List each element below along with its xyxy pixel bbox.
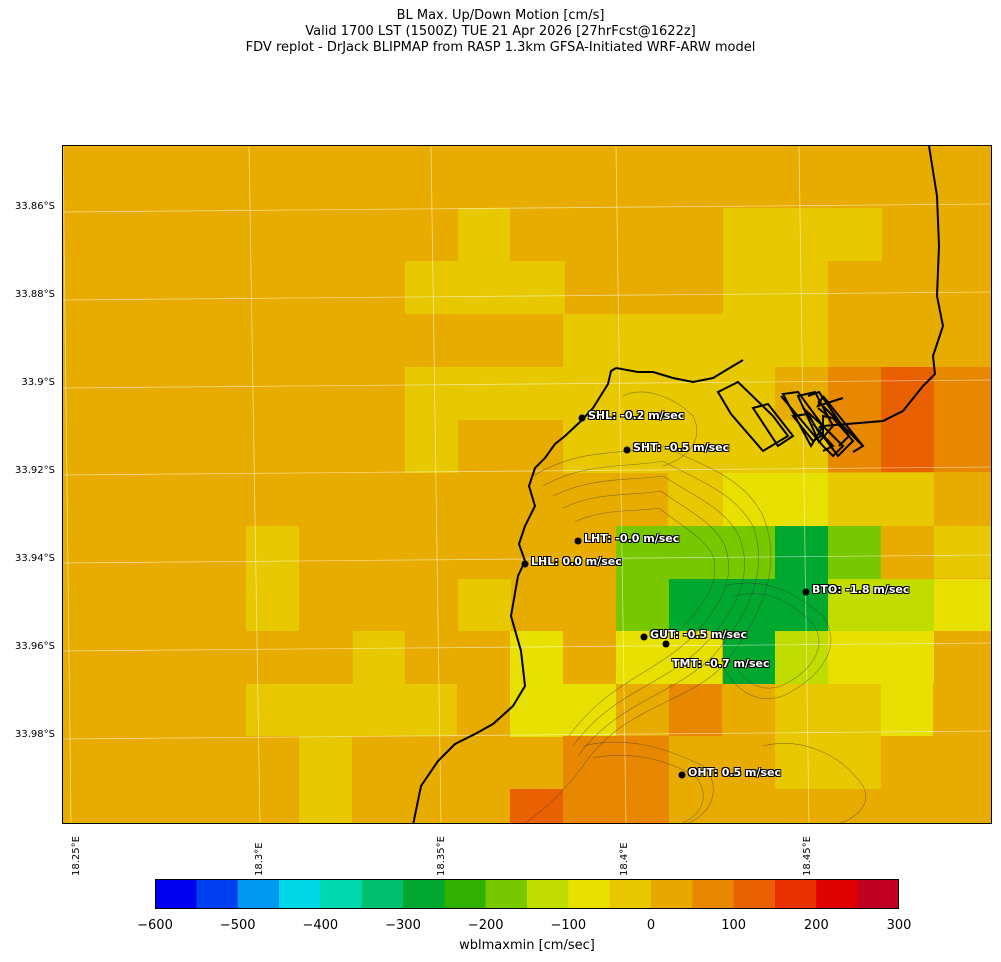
station-label: TMT: -0.7 m/sec bbox=[672, 657, 770, 670]
field-cells-yellow bbox=[510, 473, 991, 737]
colorbar-tick-label: 200 bbox=[803, 918, 829, 933]
colorbar-swatch bbox=[857, 879, 899, 909]
station-label: LHL: 0.0 m/sec bbox=[531, 555, 622, 568]
station-label: BTO: -1.8 m/sec bbox=[812, 583, 910, 596]
colorbar-swatch bbox=[568, 879, 611, 909]
map-title-line3: FDV replot - DrJack BLIPMAP from RASP 1.… bbox=[245, 40, 756, 55]
field-cells-dark-green bbox=[669, 526, 828, 684]
colorbar-swatch bbox=[279, 879, 321, 909]
colorbar-swatch bbox=[651, 879, 693, 909]
longitude-label: 18.3°E bbox=[254, 842, 265, 876]
latitude-label: 33.88°S bbox=[15, 289, 55, 300]
colorbar-swatch bbox=[237, 879, 280, 909]
forecast-map: SHL: -0.2 m/sec SHT: -0.5 m/sec LHT: -0.0 … bbox=[62, 145, 992, 824]
field-cells-light bbox=[246, 208, 991, 823]
map-title-line1: BL Max. Up/Down Motion [cm/s] bbox=[396, 8, 605, 23]
colorbar-label: wblmaxmin [cm/sec] bbox=[459, 938, 595, 953]
terrain-contours bbox=[524, 391, 866, 823]
colorbar-swatch bbox=[527, 879, 569, 909]
colorbar-swatch bbox=[361, 879, 404, 909]
colorbar-tick-label: 300 bbox=[886, 918, 912, 933]
colorbar-swatch bbox=[775, 879, 817, 909]
station-label: OHT: 0.5 m/sec bbox=[688, 766, 782, 779]
station-markers bbox=[521, 414, 810, 779]
colorbar-swatch bbox=[320, 879, 363, 909]
graticule bbox=[63, 146, 991, 823]
colorbar-border bbox=[155, 879, 899, 909]
colorbar-swatch bbox=[733, 879, 776, 909]
latitude-label: 33.96°S bbox=[15, 641, 55, 652]
colorbar-swatch bbox=[444, 879, 487, 909]
latitude-label: 33.9°S bbox=[21, 377, 55, 388]
coastline bbox=[412, 146, 945, 823]
longitude-label: 18.45°E bbox=[802, 836, 813, 876]
latitude-label: 33.92°S bbox=[15, 465, 55, 476]
colorbar-swatch bbox=[609, 879, 652, 909]
colorbar-swatch bbox=[403, 879, 445, 909]
colorbar-swatch bbox=[816, 879, 859, 909]
colorbar-swatch bbox=[485, 879, 528, 909]
latitude-label: 33.94°S bbox=[15, 553, 55, 564]
colorbar-tick-label: −500 bbox=[219, 918, 256, 933]
station-label: LHT: -0.0 m/sec bbox=[584, 532, 680, 545]
colorbar-swatch bbox=[196, 879, 239, 909]
colorbar-tick-label: −200 bbox=[467, 918, 504, 933]
colorbar-swatch bbox=[155, 879, 197, 909]
field-cells-deep-orange bbox=[510, 367, 934, 823]
colorbar-tick-label: −100 bbox=[550, 918, 587, 933]
map-canvas bbox=[63, 146, 991, 823]
longitude-label: 18.4°E bbox=[619, 842, 630, 876]
latitude-label: 33.98°S bbox=[15, 729, 55, 740]
colorbar bbox=[155, 879, 899, 909]
longitude-label: 18.35°E bbox=[436, 836, 447, 876]
station-label: SHL: -0.2 m/sec bbox=[588, 409, 685, 422]
colorbar-tick-label: 100 bbox=[721, 918, 747, 933]
station-label: GUT: -0.5 m/sec bbox=[650, 628, 747, 641]
longitude-label: 18.25°E bbox=[71, 836, 82, 876]
colorbar-swatch bbox=[692, 879, 735, 909]
colorbar-tick-label: −400 bbox=[302, 918, 339, 933]
colorbar-tick-label: −300 bbox=[385, 918, 421, 933]
station-label: SHT: -0.5 m/sec bbox=[633, 441, 730, 454]
colorbar-tick-label: −600 bbox=[137, 918, 173, 933]
map-title-line2: Valid 1700 LST (1500Z) TUE 21 Apr 2026 [… bbox=[305, 24, 696, 39]
colorbar-tick-label: 0 bbox=[646, 918, 656, 933]
latitude-label: 33.86°S bbox=[15, 201, 55, 212]
